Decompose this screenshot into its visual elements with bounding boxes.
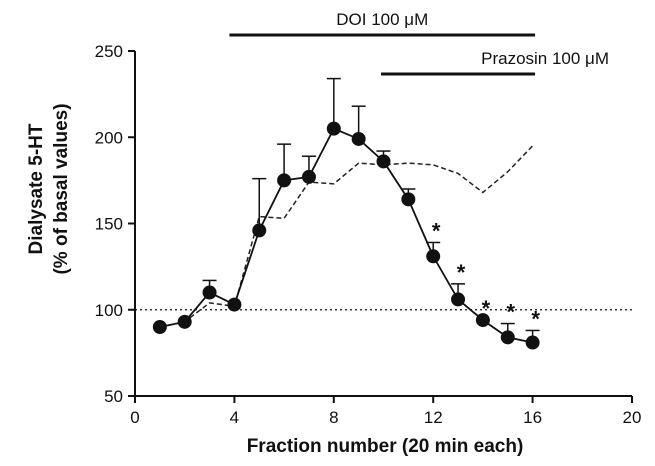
significance-star: * <box>457 260 466 285</box>
treatment-label: Prazosin 100 μM <box>481 49 609 68</box>
x-tick-label: 4 <box>230 408 239 427</box>
data-point <box>252 223 267 238</box>
data-point <box>475 313 490 328</box>
data-point <box>301 169 316 184</box>
x-tick-label: 8 <box>329 408 338 427</box>
data-point <box>152 320 167 334</box>
significance-star: * <box>531 306 540 331</box>
data-point <box>401 192 416 207</box>
y-tick-label: 50 <box>104 387 123 406</box>
data-point <box>351 131 366 146</box>
x-tick-label: 16 <box>523 408 542 427</box>
data-point <box>376 154 391 169</box>
data-point <box>426 249 441 264</box>
y-tick-label: 200 <box>95 128 123 147</box>
series-line-dashed <box>159 145 534 328</box>
y-axis-title-line1: Dialysate 5-HT <box>26 123 47 254</box>
series-line-solid <box>159 127 533 344</box>
data-point <box>451 292 466 307</box>
x-axis-title: Fraction number (20 min each) <box>247 436 524 457</box>
annotation-layer: DOI 100 μM Prazosin 100 μM <box>229 10 609 76</box>
y-tick-label: 100 <box>95 301 123 320</box>
y-tick-label: 250 <box>95 42 123 61</box>
x-tick-label: 0 <box>130 408 139 427</box>
plot-area: * * * * * <box>135 77 632 350</box>
data-point <box>500 330 515 345</box>
data-point <box>277 173 292 188</box>
treatment-label: DOI 100 μM <box>336 10 428 29</box>
significance-star: * <box>506 300 515 325</box>
data-point <box>326 121 341 136</box>
significance-star: * <box>482 296 491 321</box>
y-axis-title-line2: (% of basal values) <box>51 103 72 274</box>
data-point <box>202 285 217 300</box>
axes: 0 4 8 12 16 20 50 100 150 200 250 <box>95 42 642 427</box>
significance-star: * <box>432 218 441 243</box>
x-tick-label: 12 <box>424 408 443 427</box>
data-point <box>525 335 540 350</box>
data-point <box>227 297 242 312</box>
data-point <box>177 314 192 329</box>
y-tick-label: 150 <box>95 215 123 234</box>
x-tick-label: 20 <box>623 408 642 427</box>
